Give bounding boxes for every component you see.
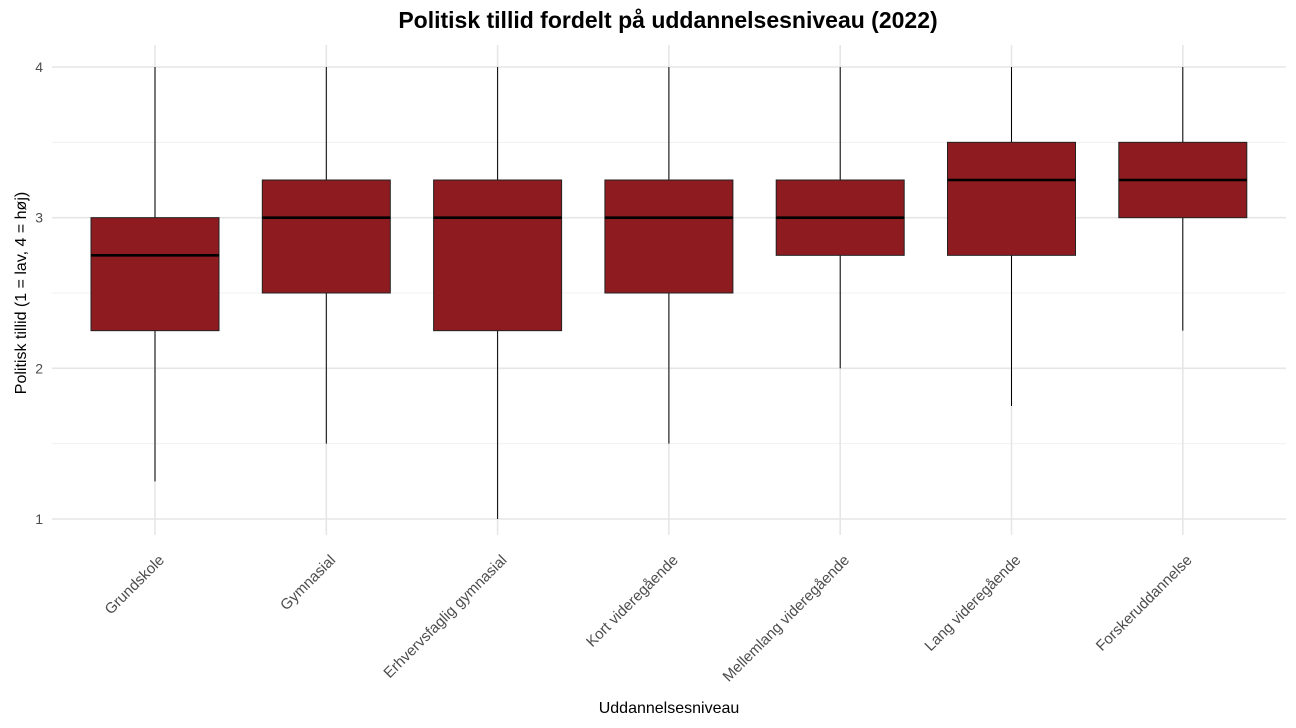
x-tick-label: Gymnasial: [277, 552, 339, 614]
box-group: [1118, 67, 1248, 331]
x-tick-label: Mellemlang videregående: [720, 552, 853, 685]
y-tick-label: 3: [35, 210, 43, 226]
y-axis-ticks: 1 2 3 4: [35, 59, 43, 527]
y-tick-label: 1: [35, 511, 43, 527]
box-group: [775, 67, 905, 369]
box: [90, 217, 220, 332]
y-axis-title: Politisk tillid (1 = lav, 4 = høj): [13, 192, 30, 394]
box: [604, 179, 734, 294]
x-tick-label: Grundskole: [102, 552, 168, 618]
y-tick-label: 4: [35, 59, 43, 75]
box-group: [433, 67, 563, 519]
x-axis-title: Uddannelsesniveau: [599, 700, 740, 717]
box-group: [604, 67, 734, 444]
box: [261, 179, 391, 294]
x-tick-label: Kort videregående: [583, 552, 682, 651]
box: [947, 141, 1076, 256]
chart-title: Politisk tillid fordelt på uddannelsesni…: [398, 7, 938, 33]
box-series: [90, 67, 1248, 519]
x-tick-label: Lang videregående: [921, 552, 1024, 655]
box-group: [947, 67, 1076, 406]
x-tick-label: Erhvervsfaglig gymnasial: [380, 552, 510, 682]
x-tick-label: Forskeruddannelse: [1093, 552, 1196, 655]
box-group: [261, 67, 391, 444]
box: [433, 179, 563, 332]
x-axis-ticks: Grundskole Gymnasial Erhvervsfaglig gymnas…: [102, 552, 1196, 685]
y-tick-label: 2: [35, 360, 43, 376]
box-group: [90, 67, 220, 482]
